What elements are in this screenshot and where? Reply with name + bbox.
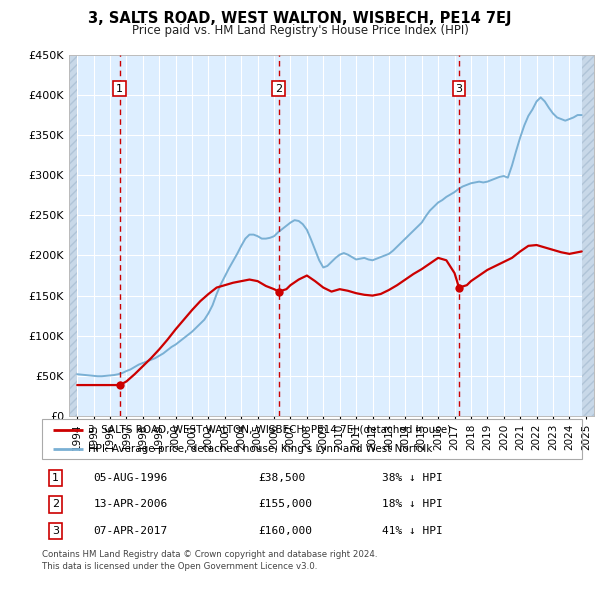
Text: 1: 1	[52, 473, 59, 483]
Text: £155,000: £155,000	[258, 500, 312, 509]
Text: 05-AUG-1996: 05-AUG-1996	[94, 473, 167, 483]
Text: 3, SALTS ROAD, WEST WALTON, WISBECH, PE14 7EJ (detached house): 3, SALTS ROAD, WEST WALTON, WISBECH, PE1…	[88, 425, 451, 435]
Text: 07-APR-2017: 07-APR-2017	[94, 526, 167, 536]
Text: £38,500: £38,500	[258, 473, 305, 483]
Text: 3, SALTS ROAD, WEST WALTON, WISBECH, PE14 7EJ: 3, SALTS ROAD, WEST WALTON, WISBECH, PE1…	[88, 11, 512, 25]
Text: Price paid vs. HM Land Registry's House Price Index (HPI): Price paid vs. HM Land Registry's House …	[131, 24, 469, 37]
Bar	[581, 55, 594, 416]
Text: 3: 3	[455, 84, 463, 94]
Text: HPI: Average price, detached house, King's Lynn and West Norfolk: HPI: Average price, detached house, King…	[88, 444, 432, 454]
Bar	[69, 55, 77, 416]
Text: 13-APR-2006: 13-APR-2006	[94, 500, 167, 509]
Text: 2: 2	[52, 500, 59, 509]
Text: 3: 3	[52, 526, 59, 536]
Text: £160,000: £160,000	[258, 526, 312, 536]
Text: 38% ↓ HPI: 38% ↓ HPI	[382, 473, 443, 483]
Text: 2: 2	[275, 84, 282, 94]
Text: 1: 1	[116, 84, 123, 94]
Text: Contains HM Land Registry data © Crown copyright and database right 2024.
This d: Contains HM Land Registry data © Crown c…	[42, 550, 377, 571]
Text: 18% ↓ HPI: 18% ↓ HPI	[382, 500, 443, 509]
Text: 41% ↓ HPI: 41% ↓ HPI	[382, 526, 443, 536]
